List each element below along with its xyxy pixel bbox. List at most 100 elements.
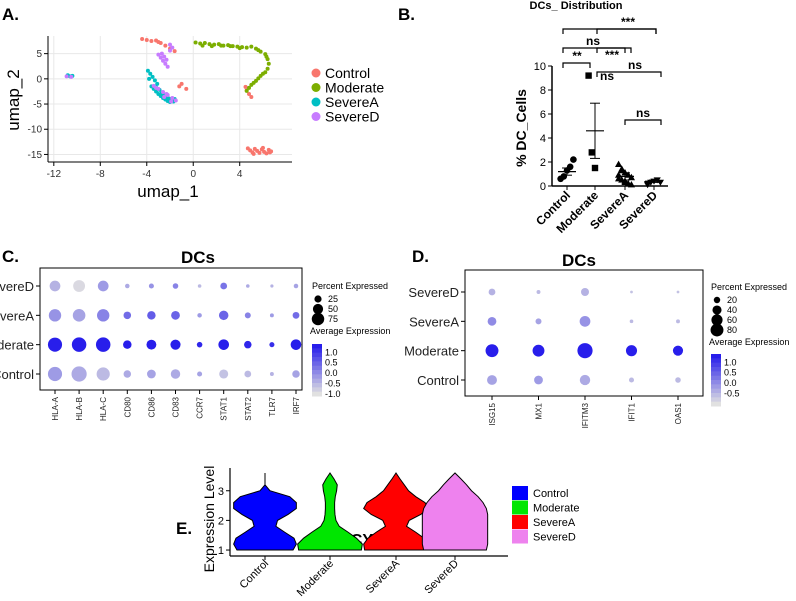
dotplot-d-dot bbox=[534, 375, 543, 385]
umap-y-label: umap_2 bbox=[4, 69, 23, 130]
dotplot-c-dot bbox=[292, 370, 300, 378]
umap-y-tick-label: -10 bbox=[28, 125, 43, 136]
panel-e-violin: CYCS 123ControlControlModerateModerateSe… bbox=[201, 466, 579, 599]
dotplot-c-row-label: Moderate bbox=[0, 338, 34, 353]
dotplot-d-dot bbox=[625, 345, 638, 357]
dotplot-d-size-legend-dot bbox=[712, 305, 722, 315]
panel-letter-b: B. bbox=[398, 5, 415, 24]
significance-bracket bbox=[624, 119, 662, 125]
dotplot-c-dot bbox=[290, 339, 302, 350]
dotplot-d-colorbar-label: -0.5 bbox=[724, 389, 740, 399]
umap-point-moderate bbox=[265, 66, 270, 71]
dotplot-d-dot bbox=[535, 318, 542, 325]
dotplot-c-colorbar-segment bbox=[312, 361, 322, 367]
umap-point-control bbox=[156, 40, 161, 45]
distribution-point-severed bbox=[644, 182, 652, 189]
panel-letter-a: A. bbox=[2, 5, 19, 24]
dotplot-d-dot bbox=[676, 290, 680, 294]
umap-points bbox=[64, 37, 274, 156]
dotplot-c-row-label: Control bbox=[0, 367, 34, 382]
dotplot-d-dot bbox=[628, 377, 635, 383]
dotplot-d-colorbar-segment bbox=[711, 371, 721, 377]
umap-point-severea bbox=[152, 78, 157, 83]
dotplot-c-colorbar-segment bbox=[312, 352, 322, 358]
dotplot-c-col-label: HLA-A bbox=[51, 396, 60, 420]
dotplot-c-dot bbox=[269, 342, 275, 348]
violin-body: 1 2 3 Control Control Moderate Moderate SevereA… bbox=[218, 468, 579, 599]
umap-y-tick-label: -15 bbox=[28, 150, 43, 161]
dotplot-c-row-label: SevereA bbox=[0, 308, 34, 323]
umap-point-control bbox=[267, 150, 272, 155]
distribution-point-moderate bbox=[585, 72, 592, 79]
distribution-y-tick-label: 10 bbox=[534, 61, 546, 73]
dotplot-c-dot bbox=[218, 339, 230, 350]
dotplot-c-dot bbox=[197, 313, 202, 318]
dotplot-c-colorbar-segment bbox=[312, 387, 322, 393]
dotplot-c-dot bbox=[172, 283, 179, 289]
umap-point-control bbox=[260, 145, 265, 150]
umap-point-control bbox=[257, 150, 262, 155]
dotplot-d-dot bbox=[487, 375, 497, 385]
dotplot-d-size-legend-label: 60 bbox=[727, 315, 737, 325]
dotplot-c-dot bbox=[146, 339, 157, 350]
umap-gridlines bbox=[48, 36, 292, 162]
dotplot-d-col-label: MX1 bbox=[535, 402, 544, 419]
umap-point-severea bbox=[145, 68, 150, 73]
umap-x-tick-label: 4 bbox=[237, 169, 243, 180]
dotplot-c-col-label: CCR7 bbox=[196, 396, 205, 418]
distribution-y-tick-label: 8 bbox=[540, 85, 546, 97]
dotplot-d-dot bbox=[579, 315, 591, 327]
violin-x-tick-label: SevereD bbox=[422, 558, 461, 597]
umap-point-severed bbox=[64, 74, 69, 79]
legend-label-severed: SevereD bbox=[325, 109, 379, 125]
dotplot-c-size-legend-dot bbox=[312, 303, 324, 315]
dotplot-c-colorbar-segment bbox=[312, 383, 322, 388]
legend-label-severea: SevereA bbox=[325, 94, 379, 110]
panel-letter-c: C. bbox=[2, 247, 19, 266]
dotplot-d-row-label: Moderate bbox=[404, 344, 459, 359]
umap-point-control bbox=[179, 81, 184, 86]
umap-point-severed bbox=[164, 91, 169, 96]
significance-label: ns bbox=[586, 34, 600, 48]
legend-dot-control bbox=[311, 68, 321, 78]
umap-point-control bbox=[243, 84, 248, 89]
dotplot-c-size-legend-dot bbox=[314, 295, 322, 303]
dotplot-d-color-legend-title: Average Expression bbox=[709, 337, 789, 347]
distribution-point-severea bbox=[627, 181, 635, 188]
dotplot-c-colorbar-label: -0.5 bbox=[325, 379, 341, 389]
umap-point-moderate bbox=[219, 43, 224, 48]
violin-legend-label-control: Control bbox=[533, 488, 568, 500]
umap-point-severed bbox=[168, 42, 172, 47]
dotplot-c-dot bbox=[219, 369, 229, 379]
umap-point-moderate bbox=[264, 54, 269, 59]
dotplot-c-dot bbox=[244, 340, 252, 349]
dotplot-d-colorbar-label: 1.0 bbox=[724, 357, 737, 367]
dotplot-c-dot bbox=[197, 284, 202, 288]
violin-shape-severea bbox=[363, 472, 429, 551]
dotplot-d-colorbar-segment bbox=[711, 397, 721, 403]
distribution-point-severea bbox=[618, 166, 626, 173]
dotplot-c-dot bbox=[48, 309, 62, 322]
dotplot-c-dot bbox=[196, 341, 203, 348]
umap-point-moderate bbox=[237, 46, 242, 51]
dotplot-c-dot bbox=[47, 337, 63, 352]
significance-bracket bbox=[596, 28, 657, 34]
violin-y-tick-label: 3 bbox=[218, 486, 224, 498]
significance-bracket bbox=[596, 71, 662, 77]
dotplot-d-size-legend-label: 20 bbox=[727, 295, 737, 305]
violin-shape-severed bbox=[421, 472, 489, 551]
dotplot-c-col-label: STAT2 bbox=[244, 396, 253, 420]
dotplot-c-dot bbox=[148, 283, 154, 289]
distribution-point-severea bbox=[627, 173, 635, 181]
dotplot-c-dot bbox=[292, 311, 300, 319]
significance-label: *** bbox=[605, 48, 619, 62]
violin-y-tick-label: 1 bbox=[218, 545, 224, 557]
dotplot-c-size-legend-title: Percent Expressed bbox=[312, 281, 388, 291]
dotplot-d-colorbar-segment bbox=[711, 358, 721, 364]
dotplot-c-size-legend-label: 25 bbox=[328, 294, 338, 304]
dotplot-c-dot bbox=[49, 280, 61, 292]
umap-point-moderate bbox=[202, 41, 207, 46]
dotplot-c-colorbar-segment bbox=[312, 374, 322, 380]
umap-point-severed bbox=[161, 89, 166, 94]
legend-dot-moderate bbox=[311, 83, 321, 92]
